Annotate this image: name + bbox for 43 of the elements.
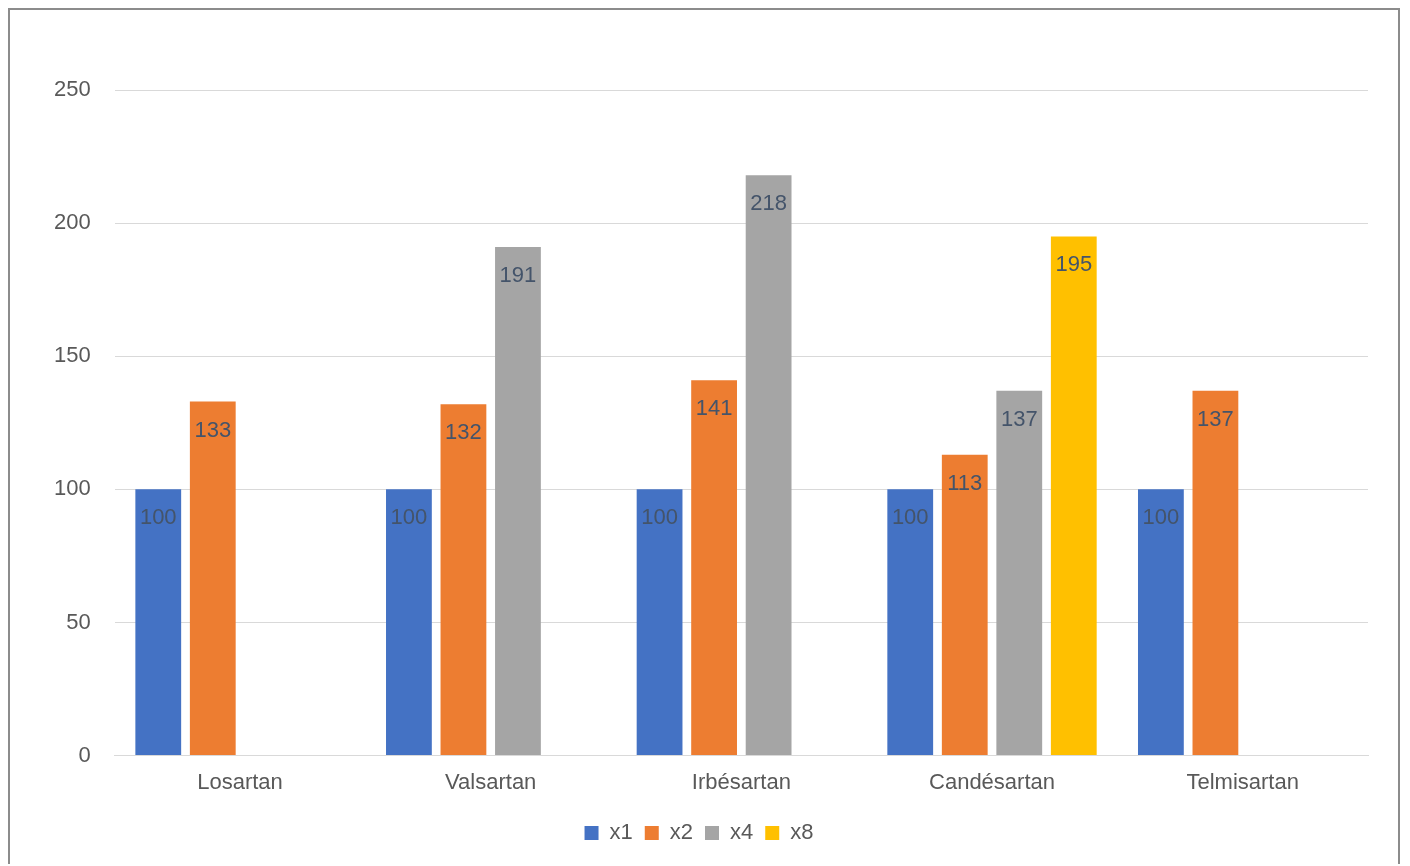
bar: [440, 404, 487, 756]
bar: [745, 175, 792, 756]
bar: [386, 489, 432, 756]
data-label: 137: [1197, 405, 1234, 431]
y-tick-label: 150: [53, 342, 91, 368]
x-tick-label: Valsartan: [445, 768, 537, 794]
y-tick-label: 250: [53, 76, 91, 102]
bar: [636, 489, 683, 756]
data-label: 100: [390, 504, 428, 530]
data-label: 100: [1142, 504, 1180, 530]
data-label: 195: [1055, 251, 1093, 277]
bar: [1050, 236, 1097, 756]
data-label: 100: [139, 504, 177, 530]
legend-label: x8: [790, 819, 814, 845]
y-tick-label: 50: [66, 608, 91, 634]
bar: [1137, 489, 1184, 756]
bar: [189, 401, 236, 756]
y-tick-label: 100: [53, 475, 91, 501]
x-tick-label: Irbésartan: [691, 768, 791, 794]
data-label: 191: [499, 262, 537, 288]
y-tick-label: 200: [53, 209, 91, 235]
data-label: 137: [1000, 405, 1038, 431]
legend-label: x2: [669, 819, 694, 845]
bar: [1192, 390, 1239, 756]
x-tick-label: Candésartan: [929, 768, 1055, 794]
data-label: 218: [750, 190, 787, 216]
legend-label: x1: [609, 819, 633, 845]
y-tick-label: 0: [78, 741, 91, 767]
bar: [887, 489, 934, 756]
x-tick-label: Losartan: [197, 768, 283, 794]
data-label: 100: [891, 504, 929, 530]
data-label: 133: [194, 416, 232, 442]
bar: [941, 454, 988, 756]
data-label: 113: [947, 469, 983, 495]
bar: [495, 247, 541, 756]
data-label: 141: [695, 395, 733, 421]
legend-label: x4: [730, 819, 754, 845]
data-label: 100: [641, 504, 678, 530]
bar: [691, 380, 737, 756]
bar: [135, 489, 182, 756]
data-label: 132: [445, 419, 482, 445]
x-tick-label: Telmisartan: [1186, 768, 1299, 794]
bar: [996, 390, 1043, 756]
